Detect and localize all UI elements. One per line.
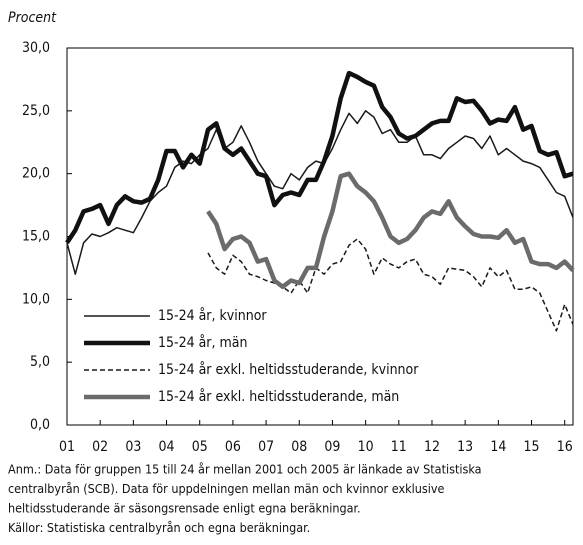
legend-label: 15-24 år exkl. heltidsstuderande, kvinno… (158, 361, 419, 378)
line (65, 70, 574, 245)
line (206, 171, 575, 290)
x-tick-label: 05 (192, 439, 208, 455)
x-tick-label: 15 (524, 439, 540, 455)
x-tick-label: 02 (92, 439, 108, 455)
note: centralbyrån (SCB). Data för uppdelninge… (8, 481, 444, 496)
y-tick-label: 5,0 (30, 354, 50, 370)
x-tick-label: 13 (457, 439, 473, 455)
x-tick-label: 08 (291, 439, 307, 455)
y-tick-label: 30,0 (22, 40, 50, 56)
x-tick-label: 03 (125, 439, 141, 455)
note: Anm.: Data för gruppen 15 till 24 år mel… (8, 462, 482, 477)
legend-label: 15-24 år, kvinnor (158, 307, 267, 324)
x-tick-label: 01 (59, 439, 75, 455)
legend-label: 15-24 år, män (158, 334, 247, 351)
y-tick-label: 0,0 (30, 417, 50, 433)
y-tick-label: 25,0 (22, 103, 50, 119)
note: heltidsstuderande är säsongsrensade enli… (8, 501, 361, 516)
x-tick-label: 04 (159, 439, 175, 455)
y-tick-label: 10,0 (22, 291, 50, 307)
x-tick-label: 07 (258, 439, 274, 455)
x-tick-label: 16 (557, 439, 573, 455)
x-tick-label: 14 (490, 439, 506, 455)
x-tick-label: 06 (225, 439, 241, 455)
x-tick-label: 10 (358, 439, 374, 455)
x-tick-label: 11 (391, 439, 407, 455)
line (207, 238, 574, 332)
y-tick-label: 20,0 (22, 166, 50, 182)
legend-label: 15-24 år exkl. heltidsstuderande, män (158, 388, 399, 405)
note: Källor: Statistiska centralbyrån och egn… (8, 520, 310, 535)
x-tick-label: 12 (424, 439, 440, 455)
y-axis-label: Procent (8, 10, 57, 26)
x-tick-label: 09 (324, 439, 340, 455)
y-tick-label: 15,0 (22, 229, 50, 245)
